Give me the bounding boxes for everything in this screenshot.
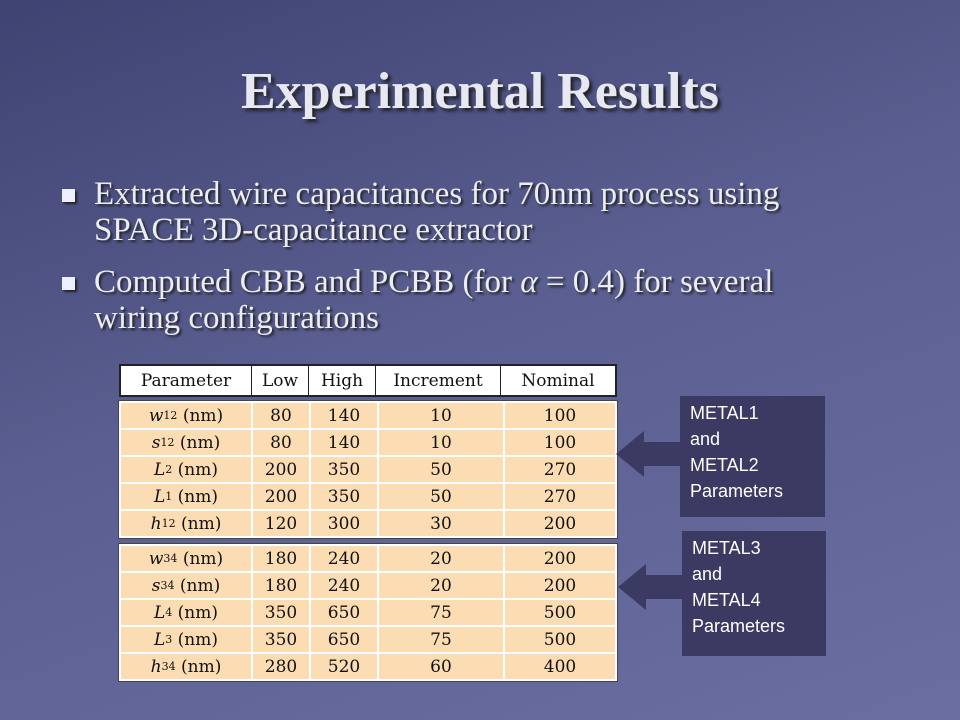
metal12-group: w 12 (nm) 80 140 10 100 s 12 (nm) 80 140 10 100 L 2 (… xyxy=(118,400,618,539)
arrow-left-icon xyxy=(616,431,682,477)
metal12-label: METAL1 and METAL2 Parameters xyxy=(680,396,825,517)
table-row: w 34 (nm) 180 240 20 200 xyxy=(121,546,615,573)
high-cell: 300 xyxy=(311,511,379,536)
increment-cell: 50 xyxy=(379,484,505,509)
param-cell: s 12 (nm) xyxy=(121,430,253,455)
nominal-cell: 270 xyxy=(543,486,577,507)
increment-cell: 10 xyxy=(379,403,505,428)
high-cell: 140 xyxy=(311,403,379,428)
high-cell: 240 xyxy=(311,546,379,571)
nominal-cell: 500 xyxy=(543,629,577,650)
nominal-cell: 100 xyxy=(543,432,577,453)
slide-title: Experimental Results xyxy=(240,63,720,120)
table-row: h 12 (nm) 120 300 30 200 xyxy=(121,511,615,536)
bullet-square-icon xyxy=(62,189,75,202)
low-cell: 180 xyxy=(253,546,311,571)
header-cell: High xyxy=(309,366,376,395)
alpha-symbol: α xyxy=(520,264,538,300)
nominal-cell: 400 xyxy=(543,656,577,677)
increment-cell: 60 xyxy=(379,654,505,679)
bullet-item: Extracted wire capacitances for 70nm pro… xyxy=(62,176,862,248)
bullet-text-pre: Computed CBB and PCBB (for xyxy=(94,264,521,300)
high-cell: 520 xyxy=(311,654,379,679)
low-cell: 350 xyxy=(253,627,311,652)
header-cell: Low xyxy=(252,366,309,395)
nominal-cell: 100 xyxy=(543,405,577,426)
nominal-cell: 200 xyxy=(543,575,577,596)
param-cell: w 12 (nm) xyxy=(121,403,253,428)
header-cell: Nominal xyxy=(521,370,595,391)
param-cell: w 34 (nm) xyxy=(121,546,253,571)
nominal-cell: 200 xyxy=(543,513,577,534)
table-row: w 12 (nm) 80 140 10 100 xyxy=(121,403,615,430)
low-cell: 200 xyxy=(253,457,311,482)
table-row: s 34 (nm) 180 240 20 200 xyxy=(121,573,615,600)
arrow-left-icon xyxy=(618,564,684,610)
param-cell: s 34 (nm) xyxy=(121,573,253,598)
param-cell: h 34 (nm) xyxy=(121,654,253,679)
header-cell: Parameter xyxy=(121,366,252,395)
increment-cell: 50 xyxy=(379,457,505,482)
low-cell: 200 xyxy=(253,484,311,509)
increment-cell: 20 xyxy=(379,546,505,571)
table-row: s 12 (nm) 80 140 10 100 xyxy=(121,430,615,457)
header-cell: Increment xyxy=(376,366,501,395)
increment-cell: 30 xyxy=(379,511,505,536)
low-cell: 180 xyxy=(253,573,311,598)
nominal-cell: 200 xyxy=(543,548,577,569)
low-cell: 120 xyxy=(253,511,311,536)
high-cell: 650 xyxy=(311,600,379,625)
high-cell: 650 xyxy=(311,627,379,652)
nominal-cell: 270 xyxy=(543,459,577,480)
bullet-text-post: = 0.4) for several wiring configurations xyxy=(94,264,774,336)
parameter-table: Parameter Low High Increment Nominal w 12… xyxy=(118,364,618,687)
metal34-group: w 34 (nm) 180 240 20 200 s 34 (nm) 180 240 20 200 L 4… xyxy=(118,543,618,682)
increment-cell: 75 xyxy=(379,627,505,652)
high-cell: 140 xyxy=(311,430,379,455)
param-cell: h 12 (nm) xyxy=(121,511,253,536)
high-cell: 240 xyxy=(311,573,379,598)
increment-cell: 20 xyxy=(379,573,505,598)
high-cell: 350 xyxy=(311,457,379,482)
bullet-square-icon xyxy=(62,277,75,290)
bullet-list: Extracted wire capacitances for 70nm pro… xyxy=(62,176,862,352)
bullet-item: Computed CBB and PCBB (for α = 0.4) for … xyxy=(62,264,862,336)
table-header: Parameter Low High Increment Nominal xyxy=(119,364,617,397)
bullet-text: Extracted wire capacitances for 70nm pro… xyxy=(94,176,780,248)
low-cell: 280 xyxy=(253,654,311,679)
low-cell: 80 xyxy=(253,403,311,428)
increment-cell: 75 xyxy=(379,600,505,625)
table-row: h 34 (nm) 280 520 60 400 xyxy=(121,654,615,679)
low-cell: 80 xyxy=(253,430,311,455)
metal34-label: METAL3 and METAL4 Parameters xyxy=(682,531,826,656)
increment-cell: 10 xyxy=(379,430,505,455)
nominal-cell: 500 xyxy=(543,602,577,623)
high-cell: 350 xyxy=(311,484,379,509)
low-cell: 350 xyxy=(253,600,311,625)
